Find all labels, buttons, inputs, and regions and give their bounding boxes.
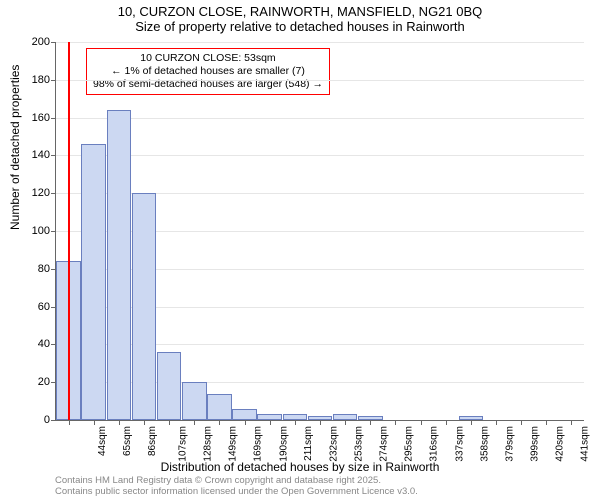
- histogram-chart: 10, CURZON CLOSE, RAINWORTH, MANSFIELD, …: [0, 0, 600, 500]
- xtick-label: 232sqm: [328, 424, 339, 462]
- xtick-mark: [119, 420, 120, 425]
- histogram-bar: [157, 352, 182, 420]
- histogram-bar: [207, 394, 232, 420]
- xtick-mark: [421, 420, 422, 425]
- ytick-label: 100: [32, 225, 56, 237]
- xtick-mark: [521, 420, 522, 425]
- xtick-label: 190sqm: [278, 424, 289, 462]
- ytick-label: 20: [38, 376, 56, 388]
- xtick-label: 295sqm: [404, 424, 415, 462]
- ytick-label: 60: [38, 301, 56, 313]
- xtick-label: 379sqm: [504, 424, 515, 462]
- ytick-label: 140: [32, 149, 56, 161]
- xtick-mark: [219, 420, 220, 425]
- xtick-mark: [69, 420, 70, 425]
- ytick-label: 80: [38, 263, 56, 275]
- xtick-mark: [395, 420, 396, 425]
- xtick-mark: [94, 420, 95, 425]
- histogram-bar: [81, 144, 106, 420]
- reference-line: [68, 42, 70, 420]
- y-axis-label: Number of detached properties: [8, 65, 22, 230]
- footer-attribution: Contains HM Land Registry data © Crown c…: [55, 476, 418, 498]
- xtick-label: 337sqm: [454, 424, 465, 462]
- xtick-mark: [194, 420, 195, 425]
- xtick-mark: [571, 420, 572, 425]
- xtick-label: 420sqm: [555, 424, 566, 462]
- ytick-label: 0: [44, 414, 56, 426]
- xtick-label: 44sqm: [97, 424, 108, 456]
- xtick-label: 107sqm: [178, 424, 189, 462]
- annotation-box: 10 CURZON CLOSE: 53sqm← 1% of detached h…: [86, 48, 330, 95]
- histogram-bar: [132, 193, 157, 420]
- xtick-mark: [471, 420, 472, 425]
- xtick-label: 274sqm: [379, 424, 390, 462]
- x-axis-label: Distribution of detached houses by size …: [0, 460, 600, 474]
- ytick-label: 40: [38, 338, 56, 350]
- annotation-line: 10 CURZON CLOSE: 53sqm: [93, 52, 323, 65]
- xtick-mark: [270, 420, 271, 425]
- xtick-mark: [546, 420, 547, 425]
- xtick-mark: [496, 420, 497, 425]
- histogram-bar: [232, 409, 257, 420]
- xtick-mark: [446, 420, 447, 425]
- xtick-mark: [295, 420, 296, 425]
- xtick-mark: [345, 420, 346, 425]
- xtick-mark: [144, 420, 145, 425]
- xtick-label: 65sqm: [122, 424, 133, 456]
- gridline: [56, 118, 584, 119]
- xtick-label: 169sqm: [253, 424, 264, 462]
- xtick-label: 128sqm: [203, 424, 214, 462]
- gridline: [56, 42, 584, 43]
- xtick-mark: [245, 420, 246, 425]
- histogram-bar: [182, 382, 207, 420]
- xtick-label: 149sqm: [228, 424, 239, 462]
- xtick-label: 358sqm: [479, 424, 490, 462]
- xtick-label: 441sqm: [580, 424, 591, 462]
- ytick-label: 120: [32, 187, 56, 199]
- footer-line2: Contains public sector information licen…: [55, 487, 418, 498]
- xtick-mark: [370, 420, 371, 425]
- ytick-label: 160: [32, 112, 56, 124]
- xtick-label: 86sqm: [147, 424, 158, 456]
- ytick-label: 180: [32, 74, 56, 86]
- annotation-line: ← 1% of detached houses are smaller (7): [93, 65, 323, 78]
- ytick-label: 200: [32, 36, 56, 48]
- xtick-label: 253sqm: [354, 424, 365, 462]
- chart-title-line1: 10, CURZON CLOSE, RAINWORTH, MANSFIELD, …: [0, 0, 600, 19]
- xtick-mark: [320, 420, 321, 425]
- xtick-label: 316sqm: [429, 424, 440, 462]
- gridline: [56, 155, 584, 156]
- xtick-label: 211sqm: [303, 424, 314, 461]
- histogram-bar: [107, 110, 132, 420]
- plot-area: 10 CURZON CLOSE: 53sqm← 1% of detached h…: [55, 42, 584, 421]
- gridline: [56, 80, 584, 81]
- chart-title-line2: Size of property relative to detached ho…: [0, 19, 600, 36]
- xtick-label: 399sqm: [530, 424, 541, 462]
- xtick-mark: [169, 420, 170, 425]
